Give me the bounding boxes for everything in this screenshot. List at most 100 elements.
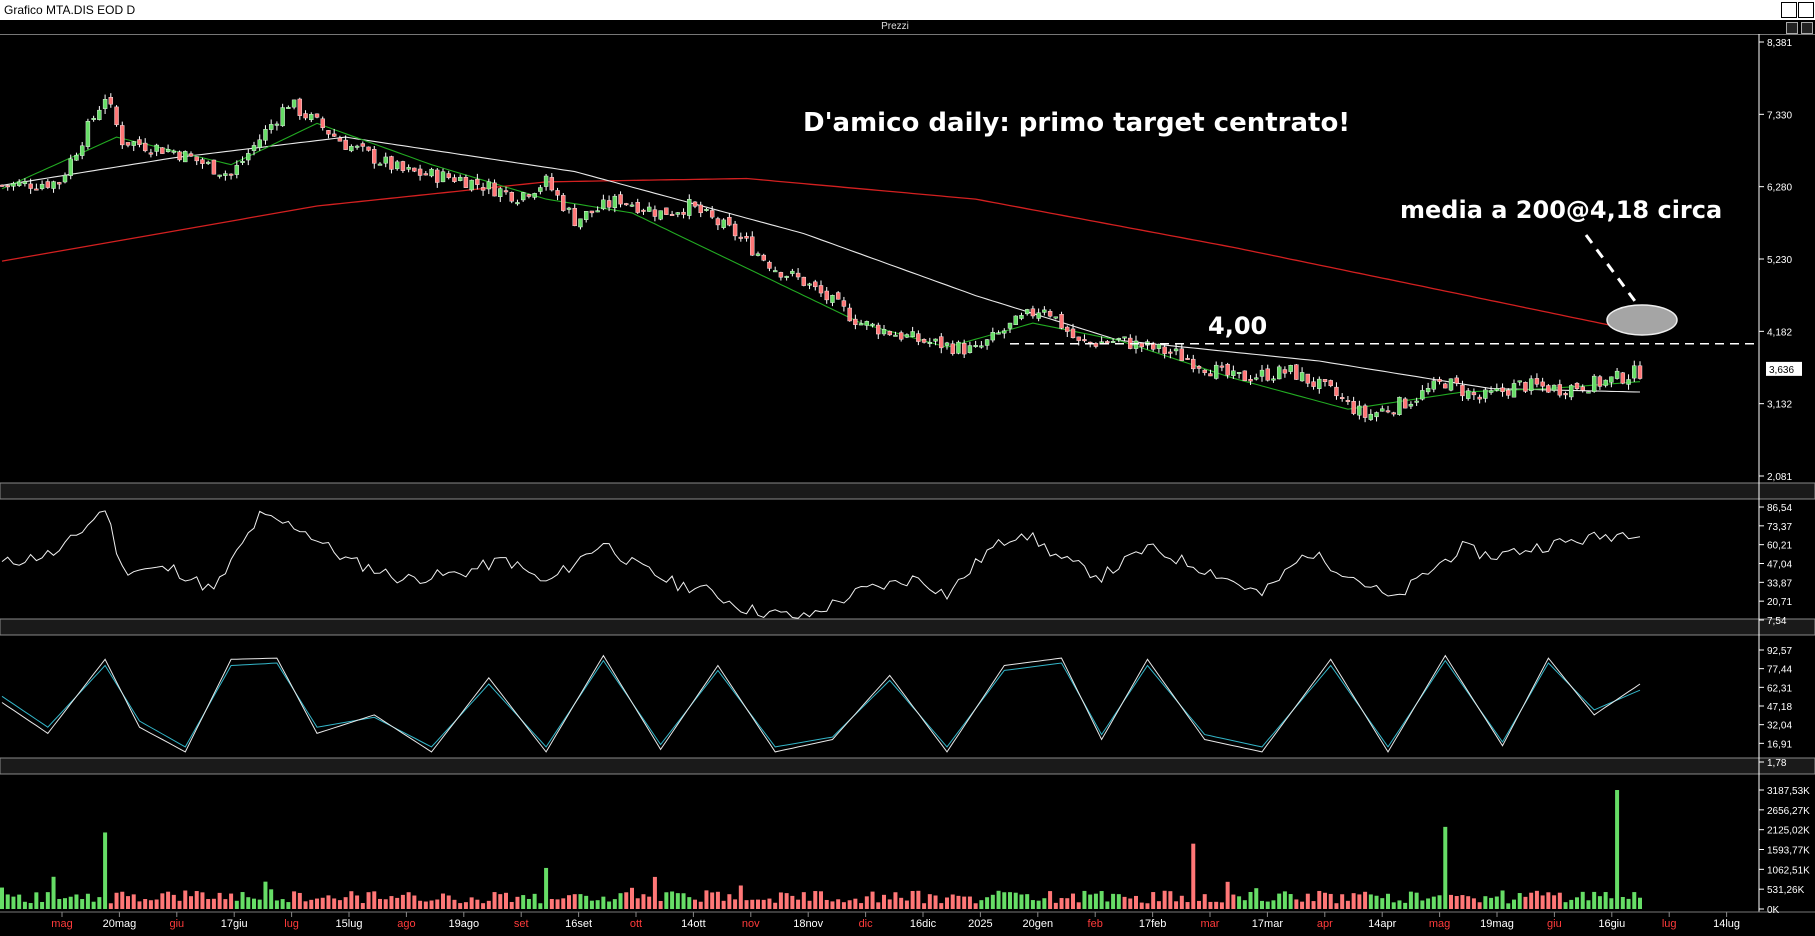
candle-body [1248,379,1253,382]
candle-body [750,236,755,256]
candle-body [790,270,795,274]
volume-bar [538,903,543,909]
volume-bar [756,899,760,909]
candle-body [45,181,51,188]
panel-separator[interactable] [0,618,1815,636]
volume-bar [177,900,182,909]
volume-bar [498,894,503,909]
minimize-icon[interactable] [1781,2,1797,18]
volume-bar [229,893,234,909]
candle-body [893,334,898,337]
volume-bar [790,895,795,909]
volume-bar [887,899,892,909]
candle-body [1294,364,1299,380]
volume-bar [767,898,772,909]
volume-bar [171,894,176,909]
volume-bar [292,891,297,909]
volume-bar [469,897,474,909]
volume-bar [1288,894,1293,909]
volume-bar [435,899,440,909]
volume-bar [74,894,79,909]
candle-body [921,339,927,343]
volume-bar [675,893,680,909]
candle-body [257,139,262,148]
date-tick-label: lug [1662,918,1677,930]
candle-body [1254,377,1259,380]
volume-bar [1483,896,1488,909]
ma200-line [1,177,1641,333]
volume-bar [486,900,491,909]
candle-body [1591,375,1597,392]
candle-body [217,174,222,177]
candle-body [486,181,492,190]
volume-bar [1420,900,1425,909]
volume-bar [1466,896,1471,909]
close-icon[interactable] [1798,2,1814,18]
volume-bar [950,894,955,909]
panel-close-icon[interactable] [1801,22,1813,34]
candle-body [102,99,108,109]
candle-body [469,179,474,191]
candle-body [503,190,509,193]
panel-separator[interactable] [0,757,1815,775]
volume-bar [1569,899,1574,909]
date-tick-label: 20mag [103,918,137,930]
candle-body [1076,336,1081,341]
volume-bar [1208,901,1213,909]
volume-bar [1185,902,1190,909]
volume-bar [286,902,291,909]
candle-body [1443,383,1448,389]
candle-body [286,107,291,109]
candle-body [1500,387,1505,392]
candle-body [137,139,142,145]
volume-bar [1454,896,1459,909]
candle-body [1242,370,1248,381]
candle-body [1632,365,1637,379]
candle-body [498,188,503,198]
volume-bar [738,885,743,909]
panel-separator[interactable] [0,482,1815,500]
candle-body [1534,378,1540,385]
candle-body [1036,312,1041,319]
volume-bar [1500,890,1505,909]
volume-bar [160,893,165,909]
candle-body [457,176,463,181]
candle-body [1093,343,1099,347]
candle-body [240,160,245,163]
rsi-axis-tick-label: 73,37 [1767,522,1792,533]
panel-minimize-icon[interactable] [1786,22,1798,34]
volume-bar [223,899,228,909]
rsi-axis-tick-label: 47,04 [1767,560,1792,571]
candle-body [1059,313,1064,329]
candle-body [944,342,950,346]
candle-body [543,175,549,187]
date-tick-label: 2025 [968,918,992,930]
volume-bar [601,896,606,909]
volume-bar [1540,895,1545,909]
candle-body [1402,398,1408,409]
volume-bar [721,900,726,909]
ma20-line [1,122,1641,410]
volume-bar [693,899,697,909]
volume-bar [326,895,331,909]
candle-body [853,318,858,325]
volume-bar [807,900,812,909]
volume-bar [1328,893,1333,909]
candle-body [876,324,881,335]
volume-bar [647,896,652,909]
candle-body [16,181,22,186]
candle-body [910,331,915,338]
candle-body [692,201,698,207]
candle-body [85,120,91,147]
volume-bar [733,899,738,909]
candle-body [721,219,726,228]
candle-body [835,292,841,300]
candle-body [1506,389,1511,396]
date-tick-label: 14lug [1713,918,1740,930]
volume-bar [1248,891,1253,909]
candle-body [1110,341,1116,343]
candle-body [1156,344,1162,349]
candle-body [795,272,801,278]
volume-bar [280,899,285,909]
